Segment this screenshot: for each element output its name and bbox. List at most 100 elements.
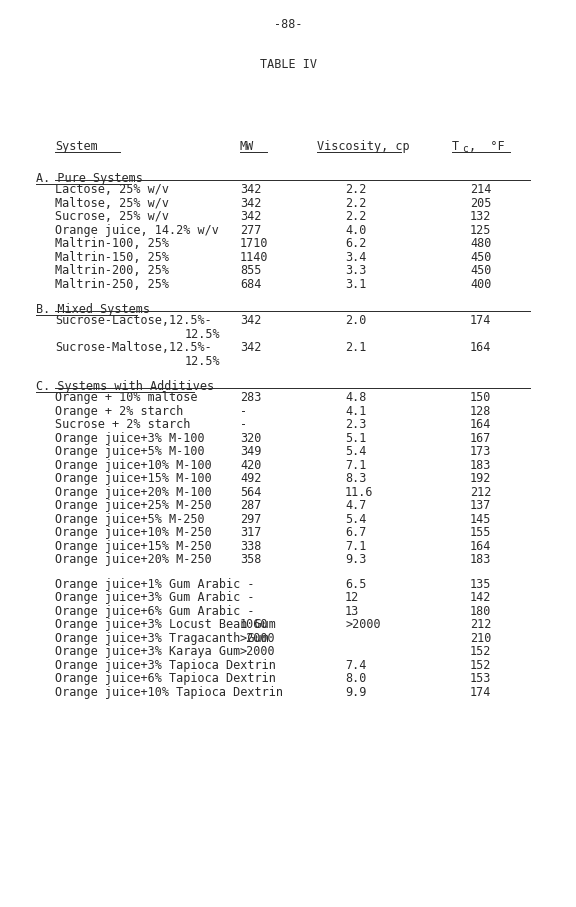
Text: 174: 174 <box>470 686 491 698</box>
Text: Orange juice+5% M-100: Orange juice+5% M-100 <box>55 445 204 458</box>
Text: 125: 125 <box>470 223 491 237</box>
Text: 480: 480 <box>470 237 491 250</box>
Text: 9.9: 9.9 <box>345 686 366 698</box>
Text: 5.4: 5.4 <box>345 445 366 458</box>
Text: System: System <box>55 140 98 153</box>
Text: 4.1: 4.1 <box>345 405 366 418</box>
Text: 317: 317 <box>240 526 262 540</box>
Text: 283: 283 <box>240 392 262 405</box>
Text: 132: 132 <box>470 210 491 223</box>
Text: c: c <box>462 144 468 154</box>
Text: Orange juice+3% Tragacanth Gum: Orange juice+3% Tragacanth Gum <box>55 632 269 645</box>
Text: Orange juice+10% M-250: Orange juice+10% M-250 <box>55 526 212 540</box>
Text: 164: 164 <box>470 341 491 355</box>
Text: 358: 358 <box>240 553 262 567</box>
Text: Maltrin-200, 25%: Maltrin-200, 25% <box>55 264 169 277</box>
Text: 2.1: 2.1 <box>345 341 366 355</box>
Text: 297: 297 <box>240 513 262 526</box>
Text: Orange + 2% starch: Orange + 2% starch <box>55 405 183 418</box>
Text: 7.4: 7.4 <box>345 658 366 672</box>
Text: 135: 135 <box>470 578 491 590</box>
Text: 142: 142 <box>470 591 491 604</box>
Text: >2000: >2000 <box>240 632 276 645</box>
Text: 210: 210 <box>470 632 491 645</box>
Text: 5.1: 5.1 <box>345 432 366 445</box>
Text: 6.7: 6.7 <box>345 526 366 540</box>
Text: 5.4: 5.4 <box>345 513 366 526</box>
Text: 342: 342 <box>240 183 262 196</box>
Text: 150: 150 <box>470 392 491 405</box>
Text: 152: 152 <box>470 645 491 658</box>
Text: 4.7: 4.7 <box>345 500 366 512</box>
Text: 183: 183 <box>470 553 491 567</box>
Text: 3.4: 3.4 <box>345 250 366 264</box>
Text: 155: 155 <box>470 526 491 540</box>
Text: 450: 450 <box>470 250 491 264</box>
Text: 1710: 1710 <box>240 237 268 250</box>
Text: Orange juice+15% M-100: Orange juice+15% M-100 <box>55 473 212 485</box>
Text: 3.3: 3.3 <box>345 264 366 277</box>
Text: 855: 855 <box>240 264 262 277</box>
Text: 153: 153 <box>470 672 491 686</box>
Text: Orange juice+25% M-250: Orange juice+25% M-250 <box>55 500 212 512</box>
Text: 1140: 1140 <box>240 250 268 264</box>
Text: 338: 338 <box>240 540 262 553</box>
Text: Maltrin-150, 25%: Maltrin-150, 25% <box>55 250 169 264</box>
Text: 205: 205 <box>470 197 491 210</box>
Text: Orange juice+5% M-250: Orange juice+5% M-250 <box>55 513 204 526</box>
Text: 684: 684 <box>240 278 262 290</box>
Text: 342: 342 <box>240 314 262 327</box>
Text: Orange juice+1% Gum Arabic -: Orange juice+1% Gum Arabic - <box>55 578 255 590</box>
Text: >2000: >2000 <box>345 619 381 631</box>
Text: 13: 13 <box>345 605 359 618</box>
Text: 8.3: 8.3 <box>345 473 366 485</box>
Text: 128: 128 <box>470 405 491 418</box>
Text: 420: 420 <box>240 459 262 472</box>
Text: Maltrin-100, 25%: Maltrin-100, 25% <box>55 237 169 250</box>
Text: 450: 450 <box>470 264 491 277</box>
Text: 4.0: 4.0 <box>345 223 366 237</box>
Text: -: - <box>240 405 247 418</box>
Text: TABLE IV: TABLE IV <box>260 58 316 71</box>
Text: Orange juice+6% Gum Arabic -: Orange juice+6% Gum Arabic - <box>55 605 255 618</box>
Text: 167: 167 <box>470 432 491 445</box>
Text: MW: MW <box>240 140 254 153</box>
Text: 4.8: 4.8 <box>345 392 366 405</box>
Text: 564: 564 <box>240 486 262 499</box>
Text: 212: 212 <box>470 619 491 631</box>
Text: Orange juice+10% M-100: Orange juice+10% M-100 <box>55 459 212 472</box>
Text: 320: 320 <box>240 432 262 445</box>
Text: 342: 342 <box>240 341 262 355</box>
Text: -88-: -88- <box>274 18 302 31</box>
Text: 342: 342 <box>240 197 262 210</box>
Text: ,  °F: , °F <box>469 140 505 153</box>
Text: T: T <box>452 140 459 153</box>
Text: 214: 214 <box>470 183 491 196</box>
Text: Sucrose-Lactose,12.5%-: Sucrose-Lactose,12.5%- <box>55 314 212 327</box>
Text: 183: 183 <box>470 459 491 472</box>
Text: Orange juice+6% Tapioca Dextrin: Orange juice+6% Tapioca Dextrin <box>55 672 276 686</box>
Text: 7.1: 7.1 <box>345 459 366 472</box>
Text: 2.2: 2.2 <box>345 210 366 223</box>
Text: 1060: 1060 <box>240 619 268 631</box>
Text: Orange + 10% maltose: Orange + 10% maltose <box>55 392 198 405</box>
Text: 174: 174 <box>470 314 491 327</box>
Text: 277: 277 <box>240 223 262 237</box>
Text: Sucrose-Maltose,12.5%-: Sucrose-Maltose,12.5%- <box>55 341 212 355</box>
Text: Orange juice+10% Tapioca Dextrin: Orange juice+10% Tapioca Dextrin <box>55 686 283 698</box>
Text: Maltrin-250, 25%: Maltrin-250, 25% <box>55 278 169 290</box>
Text: 2.2: 2.2 <box>345 197 366 210</box>
Text: C. Systems with Additives: C. Systems with Additives <box>36 380 214 394</box>
Text: 137: 137 <box>470 500 491 512</box>
Text: Orange juice+3% Gum Arabic -: Orange juice+3% Gum Arabic - <box>55 591 255 604</box>
Text: B. Mixed Systems: B. Mixed Systems <box>36 303 150 317</box>
Text: 2.2: 2.2 <box>345 183 366 196</box>
Text: Lactose, 25% w/v: Lactose, 25% w/v <box>55 183 169 196</box>
Text: Viscosity, cp: Viscosity, cp <box>317 140 410 153</box>
Text: Orange juice+3% Tapioca Dextrin: Orange juice+3% Tapioca Dextrin <box>55 658 276 672</box>
Text: 342: 342 <box>240 210 262 223</box>
Text: 6.5: 6.5 <box>345 578 366 590</box>
Text: 2.0: 2.0 <box>345 314 366 327</box>
Text: A. Pure Systems: A. Pure Systems <box>36 172 143 185</box>
Text: 400: 400 <box>470 278 491 290</box>
